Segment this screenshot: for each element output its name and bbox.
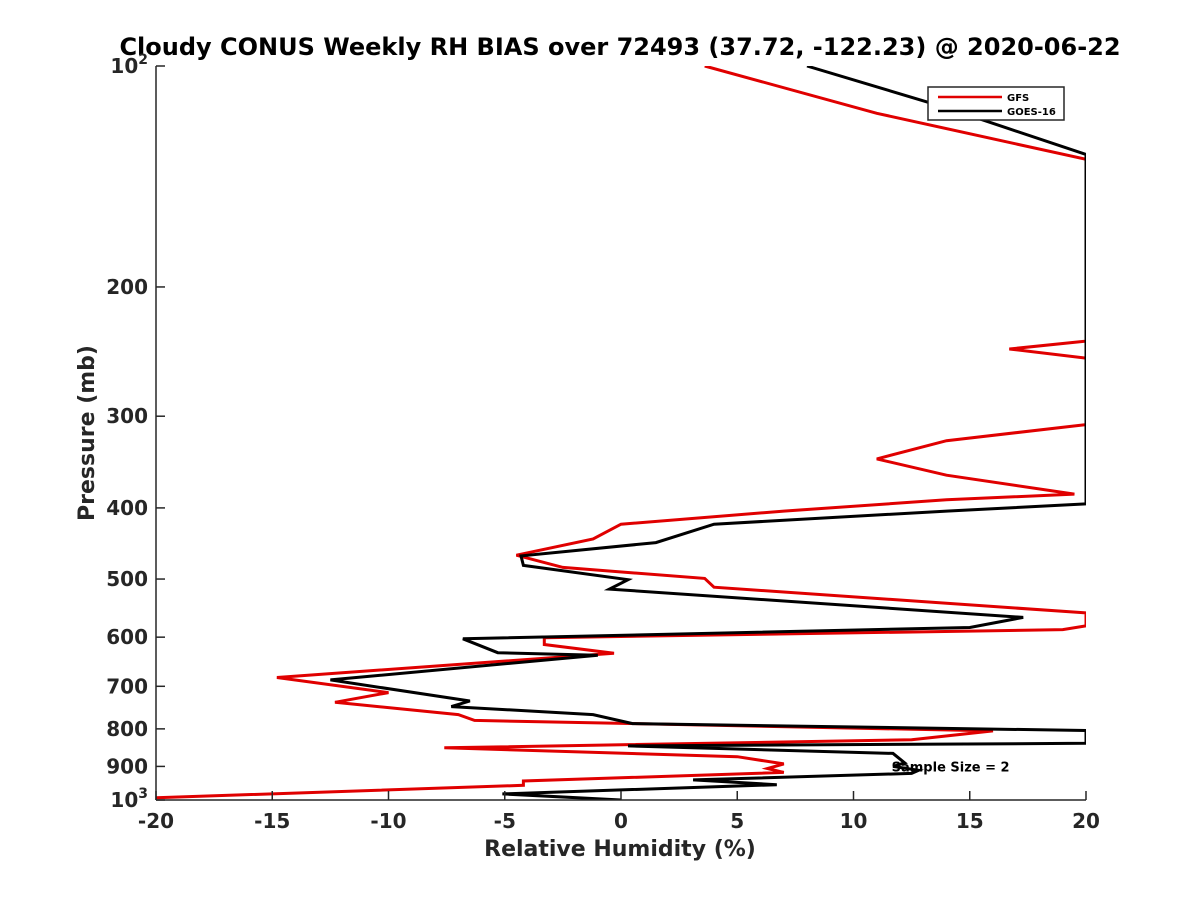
y-tick-label: 600 (106, 625, 148, 649)
y-tick-label: 200 (106, 275, 148, 299)
x-tick-label: 20 (1072, 809, 1100, 833)
x-tick-label: 0 (614, 809, 628, 833)
series-line-goes-16 (330, 66, 1086, 800)
x-tick-label: -15 (254, 809, 290, 833)
x-tick-label: 5 (730, 809, 744, 833)
y-tick-label: 103 (110, 786, 148, 812)
legend[interactable]: GFS GOES-16 (927, 86, 1065, 121)
legend-label-goes-16: GOES-16 (1007, 107, 1056, 118)
x-tick-label: -5 (494, 809, 516, 833)
x-axis: -20 -15 -10 -5 0 5 10 15 20 (138, 791, 1100, 833)
plot-area (156, 66, 1086, 800)
y-tick-label: 800 (106, 717, 148, 741)
legend-box (927, 86, 1065, 121)
x-tick-label: 15 (956, 809, 984, 833)
x-tick-label: -10 (370, 809, 406, 833)
y-tick-label: 500 (106, 567, 148, 591)
chart-title: Cloudy CONUS Weekly RH BIAS over 72493 (… (119, 33, 1120, 61)
y-tick-label: 400 (106, 496, 148, 520)
y-axis-label: Pressure (mb) (75, 345, 100, 521)
series-line-gfs (156, 66, 1086, 800)
sample-size-annotation: Sample Size = 2 (892, 760, 1010, 775)
x-tick-label: 10 (840, 809, 868, 833)
y-axis: 102 200 300 400 500 600 700 800 900 103 (106, 52, 165, 812)
legend-label-gfs: GFS (1007, 93, 1029, 104)
y-tick-label: 102 (110, 52, 148, 78)
y-tick-label: 700 (106, 674, 148, 698)
y-tick-label: 300 (106, 404, 148, 428)
x-axis-label: Relative Humidity (%) (484, 837, 756, 862)
y-tick-label: 900 (106, 754, 148, 778)
x-tick-label: -20 (138, 809, 174, 833)
